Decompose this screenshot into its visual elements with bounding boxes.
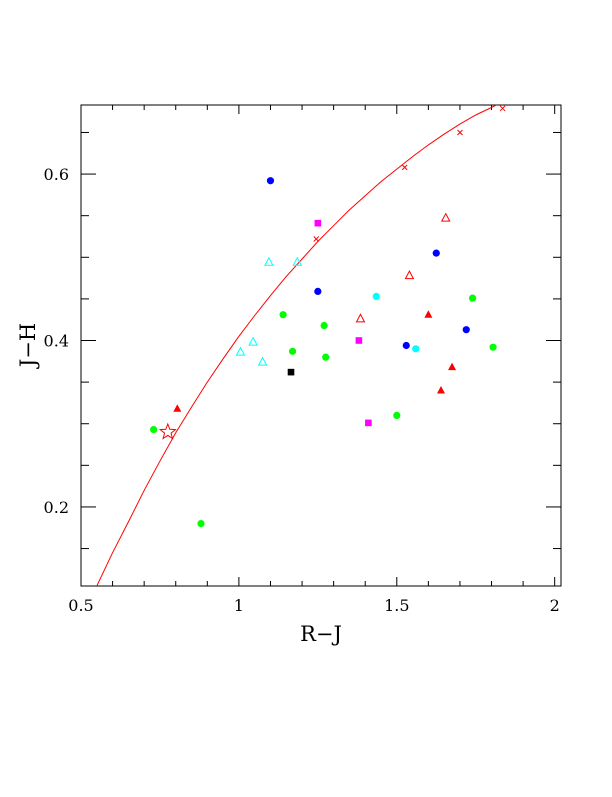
data-point-circle (288, 347, 297, 355)
curve-cross-marker (499, 105, 506, 112)
data-point-circle (489, 343, 497, 351)
data-point-circle (279, 311, 287, 319)
data-points (150, 177, 497, 528)
y-axis-label: J−H (16, 323, 40, 369)
data-point-circle (266, 177, 275, 185)
data-point-circle (393, 411, 401, 420)
data-point-open-triangle (355, 313, 366, 323)
data-point-square (314, 219, 322, 227)
data-point-open-triangle (235, 346, 246, 356)
data-point-open-triangle (440, 212, 451, 222)
data-point-circle (412, 345, 420, 353)
axis-ticks (80, 105, 561, 586)
data-point-circle (468, 294, 477, 302)
axis-tick-labels: 0.5 1 1.5 2 0.2 0.4 0.6 (44, 165, 560, 615)
data-point-circle (322, 353, 330, 361)
data-point-triangle (173, 404, 182, 412)
data-point-circle (432, 249, 440, 257)
data-point-open-triangle (248, 336, 258, 346)
x-tick-label: 1.5 (384, 596, 409, 615)
model-curve (96, 105, 506, 586)
data-point-star (158, 422, 177, 440)
data-point-circle (197, 519, 205, 528)
y-tick-label: 0.4 (44, 332, 69, 351)
x-axis-label: R−J (300, 622, 342, 646)
data-point-circle (314, 287, 322, 296)
data-point-square (355, 337, 363, 344)
data-point-open-triangle (257, 356, 268, 366)
data-point-open-triangle (404, 270, 415, 280)
data-point-open-triangle (292, 256, 303, 266)
data-point-square (287, 368, 295, 376)
data-point-circle (462, 326, 470, 334)
x-tick-label: 1 (234, 596, 244, 615)
data-point-triangle (424, 310, 433, 318)
data-point-circle (320, 321, 328, 330)
y-tick-label: 0.2 (44, 498, 69, 517)
x-tick-label: 0.5 (68, 596, 93, 615)
data-point-open-triangle (264, 256, 274, 266)
x-tick-label: 2 (550, 596, 560, 615)
data-point-circle (372, 292, 380, 301)
y-tick-label: 0.6 (44, 165, 69, 184)
model-curve-line (96, 105, 498, 586)
curve-cross-marker (401, 164, 408, 171)
data-point-square (365, 419, 372, 427)
data-point-triangle (448, 362, 457, 371)
data-point-circle (402, 341, 410, 350)
curve-cross-marker (313, 236, 320, 242)
plot-frame (80, 104, 562, 587)
data-point-circle (150, 425, 158, 434)
data-point-triangle (437, 385, 445, 394)
curve-cross-marker (457, 129, 463, 136)
